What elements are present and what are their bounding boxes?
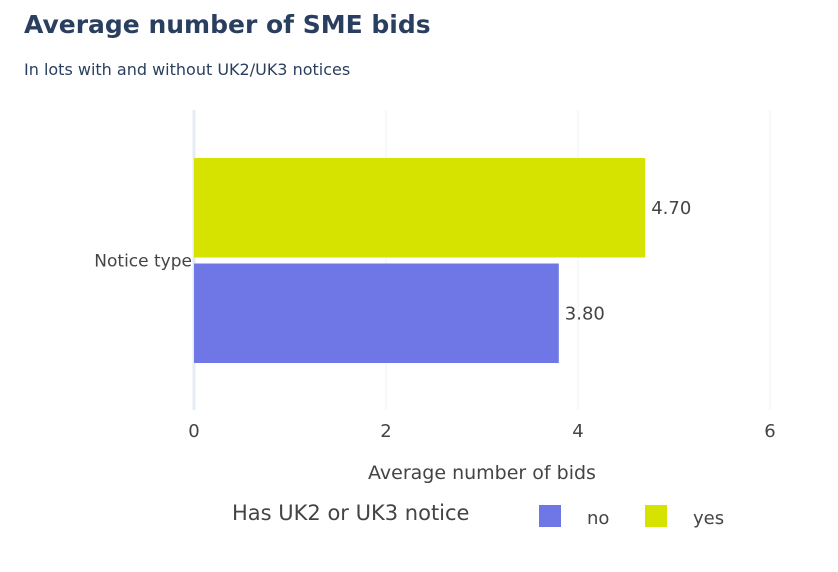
category-label: Notice type: [94, 252, 192, 272]
chart-title: Average number of SME bids: [24, 10, 431, 39]
legend-title: Has UK2 or UK3 notice: [232, 501, 469, 525]
legend-label-no: no: [587, 508, 609, 529]
x-tick-label: 6: [764, 421, 775, 442]
bar-no: [194, 263, 559, 363]
bar-label-no: 3.80: [565, 303, 605, 324]
legend-swatch-yes: [645, 505, 667, 527]
bar-yes: [194, 158, 646, 258]
x-tick-label: 0: [188, 421, 199, 442]
bar-label-yes: 4.70: [651, 198, 691, 219]
gridlines: [192, 110, 771, 410]
x-tick-label: 2: [380, 421, 391, 442]
x-axis-title: Average number of bids: [368, 462, 596, 484]
legend-label-yes: yes: [693, 508, 724, 529]
x-tick-label: 4: [572, 421, 583, 442]
chart-subtitle: In lots with and without UK2/UK3 notices: [24, 60, 351, 79]
x-ticks: 0 2 4 6: [188, 421, 775, 442]
bars: 3.80 4.70: [194, 158, 691, 363]
legend-swatch-no: [539, 505, 561, 527]
legend: Has UK2 or UK3 notice no yes: [232, 501, 724, 529]
